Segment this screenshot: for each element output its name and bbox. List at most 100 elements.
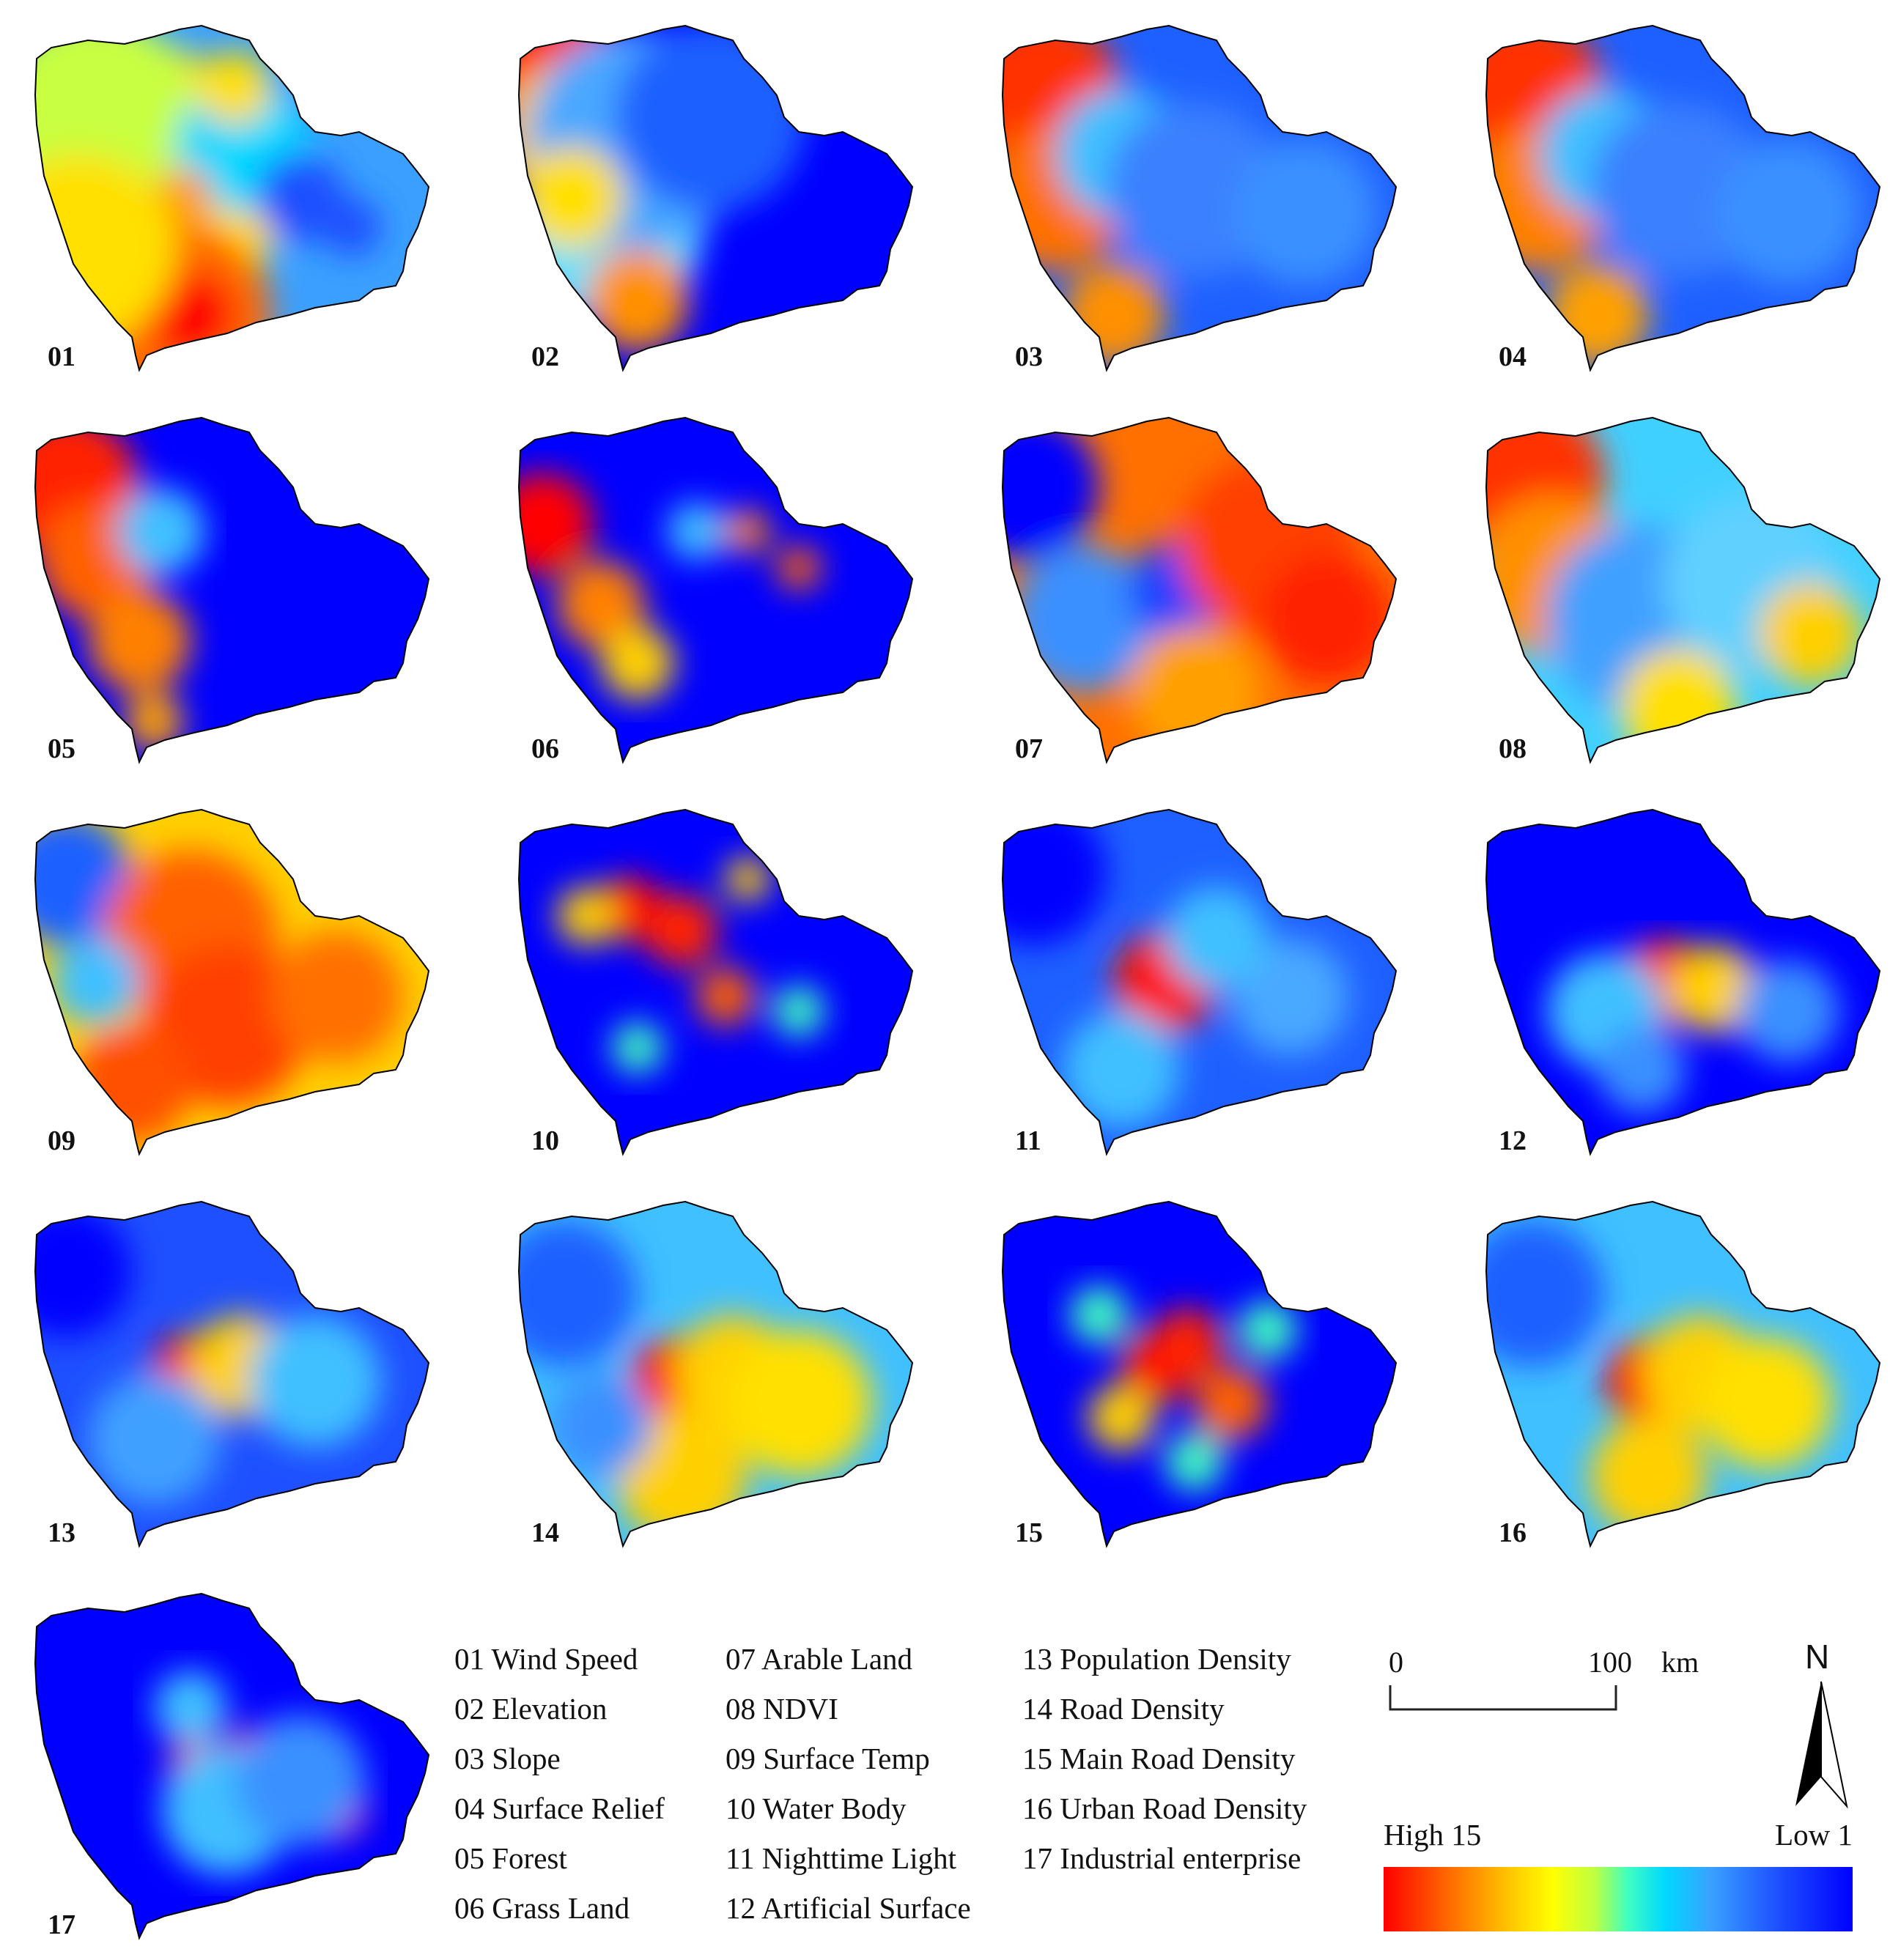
panel-number: 04 [1499,341,1527,372]
panel-number: 05 [48,733,75,764]
scale-bar-line [1389,1685,1617,1711]
panel-number: 14 [531,1517,559,1548]
map-raster [517,1200,914,1548]
region-boundary [34,24,430,372]
legend-item: 03 Slope [454,1742,561,1775]
legend-item: 16 Urban Road Density [1022,1791,1307,1825]
map-raster [1485,24,1881,372]
panel-number: 15 [1015,1517,1043,1548]
map-panel-14: 14 [491,1183,916,1564]
region-boundary [1001,24,1398,372]
map-raster [1001,416,1398,764]
panel-number: 08 [1499,733,1527,764]
legend-item: 05 Forest [454,1841,567,1875]
panel-number: 10 [531,1125,559,1156]
region-boundary [34,1200,430,1548]
region-boundary [517,24,914,372]
map-panel-10: 10 [491,791,916,1172]
region-boundary [34,808,430,1156]
legend-item: 15 Main Road Density [1022,1742,1296,1775]
north-arrow: N [1792,1638,1850,1809]
map-panel-13: 13 [7,1183,432,1564]
map-raster [1485,416,1881,764]
map-raster [1001,24,1398,372]
color-ramp-high-label: High 15 [1384,1818,1482,1852]
map-raster [517,24,914,372]
map-raster [517,808,914,1156]
map-panel-03: 03 [975,7,1400,388]
legend-column-3: 13 Population Density 14 Road Density 15… [1022,1634,1307,1883]
map-panel-04: 04 [1458,7,1883,388]
region-boundary [1001,808,1398,1156]
map-raster [1001,808,1398,1156]
map-raster [34,808,430,1156]
region-boundary [1485,416,1881,764]
legend-item: 02 Elevation [454,1692,608,1726]
map-panel-16: 16 [1458,1183,1883,1564]
color-ramp: High 15 Low 1 [1384,1817,1853,1934]
region-boundary [34,1592,430,1940]
legend-item: 12 Artificial Surface [726,1891,971,1925]
region-boundary [34,416,430,764]
region-boundary [517,416,914,764]
scale-end-label: 100 [1588,1646,1632,1679]
panel-number: 03 [1015,341,1043,372]
panel-number: 16 [1499,1517,1527,1548]
panel-number: 07 [1015,733,1043,764]
region-boundary [1485,808,1881,1156]
panel-number: 17 [48,1909,75,1940]
map-raster [34,416,430,764]
legend-item: 10 Water Body [726,1791,907,1825]
legend-item: 11 Nighttime Light [726,1841,957,1875]
panel-number: 06 [531,733,559,764]
map-panel-05: 05 [7,399,432,780]
color-ramp-low-label: Low 1 [1775,1818,1853,1852]
legend-item: 17 Industrial enterprise [1022,1841,1302,1875]
legend-item: 06 Grass Land [454,1891,630,1925]
map-panel-09: 09 [7,791,432,1172]
panel-number: 12 [1499,1125,1527,1156]
map-raster [1485,808,1881,1156]
scale-start-label: 0 [1389,1646,1403,1679]
legend-item: 07 Arable Land [726,1642,913,1676]
map-raster [34,24,430,372]
panel-number: 13 [48,1517,75,1548]
scale-unit-label: km [1661,1646,1699,1679]
legend-item: 14 Road Density [1022,1692,1225,1726]
region-boundary [517,808,914,1156]
region-boundary [1485,1200,1881,1548]
north-arrow-icon [1795,1681,1848,1809]
map-raster [34,1200,430,1548]
map-raster [517,416,914,764]
legend-item: 01 Wind Speed [454,1642,638,1676]
map-panel-01: 01 [7,7,432,388]
color-ramp-bar [1384,1867,1853,1931]
map-raster [1001,1200,1398,1548]
map-panel-07: 07 [975,399,1400,780]
region-boundary [517,1200,914,1548]
panel-number: 09 [48,1125,75,1156]
map-panel-17: 17 [7,1575,432,1956]
map-panel-06: 06 [491,399,916,780]
map-raster [1485,1200,1881,1548]
map-panel-15: 15 [975,1183,1400,1564]
region-boundary [1001,416,1398,764]
panel-number: 11 [1015,1125,1041,1156]
map-panel-12: 12 [1458,791,1883,1172]
map-panel-11: 11 [975,791,1400,1172]
panel-number: 02 [531,341,559,372]
region-boundary [1001,1200,1398,1548]
panel-number: 01 [48,341,75,372]
scale-bar: 0 100 km [1389,1645,1699,1726]
region-boundary [1485,24,1881,372]
map-raster [34,1592,430,1940]
legend-column-2: 07 Arable Land 08 NDVI 09 Surface Temp 1… [726,1634,971,1933]
legend-item: 08 NDVI [726,1692,838,1726]
legend-item: 13 Population Density [1022,1642,1291,1676]
map-panel-02: 02 [491,7,916,388]
legend-item: 09 Surface Temp [726,1742,930,1775]
legend-item: 04 Surface Relief [454,1791,665,1825]
north-label: N [1805,1638,1830,1676]
map-panel-08: 08 [1458,399,1883,780]
legend-column-1: 01 Wind Speed 02 Elevation 03 Slope 04 S… [454,1634,665,1933]
